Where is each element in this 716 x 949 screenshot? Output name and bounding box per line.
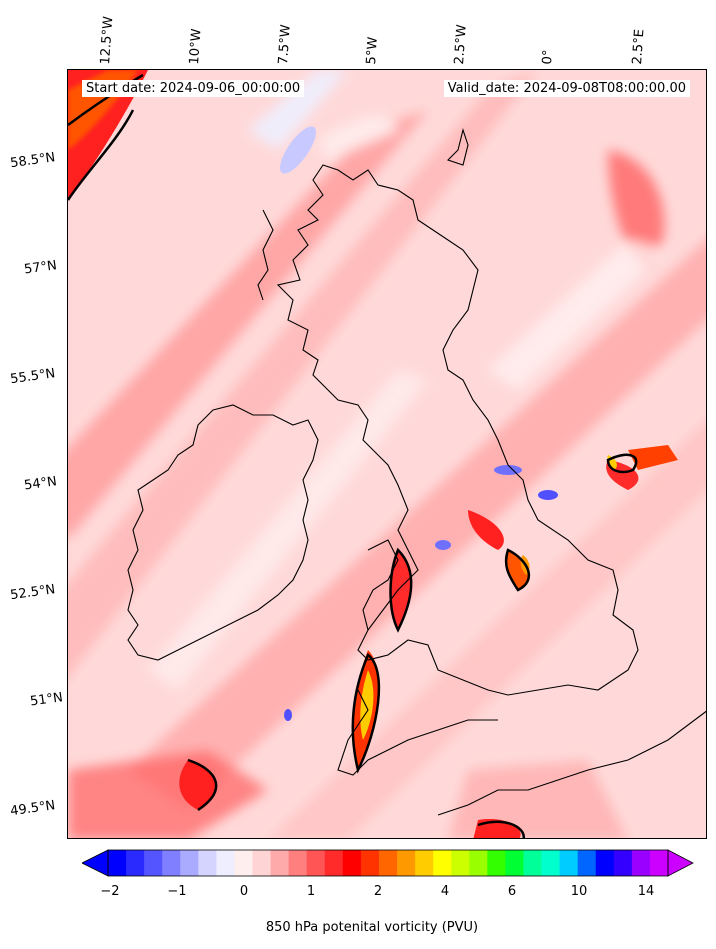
colorbar-swatch xyxy=(162,850,181,876)
colorbar-swatch xyxy=(234,850,254,876)
longitude-label: 2.5°W xyxy=(452,24,470,66)
colorbar-tick: 14 xyxy=(637,884,655,899)
colorbar-tick: 0 xyxy=(239,884,249,899)
colorbar-tick: −1 xyxy=(167,884,187,899)
colorbar-swatch xyxy=(360,850,380,876)
longitude-label: 7.5°W xyxy=(276,24,294,66)
longitude-label: 0° xyxy=(540,49,556,66)
colorbar-tick: −2 xyxy=(100,884,120,899)
coastlines xyxy=(127,128,706,816)
longitude-label: 12.5°W xyxy=(98,15,117,66)
colorbar-swatch xyxy=(487,850,506,876)
colorbar-swatch xyxy=(378,850,398,876)
latitude-label: 58.5°N xyxy=(9,150,57,172)
colorbar-swatch xyxy=(126,850,145,876)
colorbar-swatch xyxy=(108,850,127,876)
colorbar-label: 850 hPa potenital vorticity (PVU) xyxy=(265,920,479,935)
colorbar-swatch xyxy=(433,850,452,876)
latitude-label: 55.5°N xyxy=(9,366,57,388)
longitude-label: 5°W xyxy=(364,36,381,66)
start-date-label: Start date: 2024-09-06_00:00:00 xyxy=(82,80,305,97)
colorbar xyxy=(82,849,694,877)
colorbar-tick: 10 xyxy=(570,884,588,899)
colorbar-swatch xyxy=(595,850,615,876)
colorbar-swatch xyxy=(306,850,326,876)
colorbar-min-extend xyxy=(82,849,109,877)
colorbar-swatch xyxy=(216,850,235,876)
colorbar-tick: 1 xyxy=(306,884,316,899)
colorbar-swatch xyxy=(144,850,163,876)
latitude-label: 52.5°N xyxy=(9,582,57,604)
colorbar-swatch xyxy=(415,850,434,876)
colorbar-swatch xyxy=(469,850,488,876)
map-background xyxy=(68,70,706,838)
colorbar-swatch xyxy=(324,850,344,876)
longitude-label: 10°W xyxy=(187,28,205,66)
pv-negative-spots xyxy=(279,126,558,721)
valid-date-label: Valid_date: 2024-09-08T08:00:00.00 xyxy=(443,80,690,97)
colorbar-swatch xyxy=(541,850,561,876)
colorbar-tick: 6 xyxy=(507,884,517,899)
colorbar-swatch xyxy=(342,850,362,876)
colorbar-swatch xyxy=(613,850,633,876)
colorbar-swatch xyxy=(180,850,199,876)
colorbar-max-extend xyxy=(667,849,694,877)
colorbar-swatch xyxy=(451,850,470,876)
colorbar-swatch xyxy=(270,850,290,876)
colorbar-swatch xyxy=(577,850,597,876)
colorbar-swatch xyxy=(198,850,217,876)
map-panel: Start date: 2024-09-06_00:00:00 Valid_da… xyxy=(67,69,707,839)
colorbar-swatch xyxy=(252,850,272,876)
colorbar-tick: 2 xyxy=(373,884,383,899)
pv-2-contours xyxy=(68,73,638,838)
longitude-label: 2.5°E xyxy=(630,28,648,66)
potential-vorticity-map xyxy=(68,70,706,838)
latitude-label: 54°N xyxy=(23,474,58,494)
colorbar-swatch xyxy=(397,850,416,876)
colorbar-swatch xyxy=(631,850,651,876)
latitude-label: 57°N xyxy=(23,258,58,278)
colorbar-swatch xyxy=(559,850,579,876)
colorbar-swatch xyxy=(288,850,308,876)
colorbar-swatch xyxy=(523,850,543,876)
latitude-label: 51°N xyxy=(29,690,64,710)
colorbar-tick: 4 xyxy=(440,884,450,899)
latitude-label: 49.5°N xyxy=(9,798,57,820)
colorbar-swatch xyxy=(505,850,524,876)
colorbar-swatch xyxy=(649,850,669,876)
